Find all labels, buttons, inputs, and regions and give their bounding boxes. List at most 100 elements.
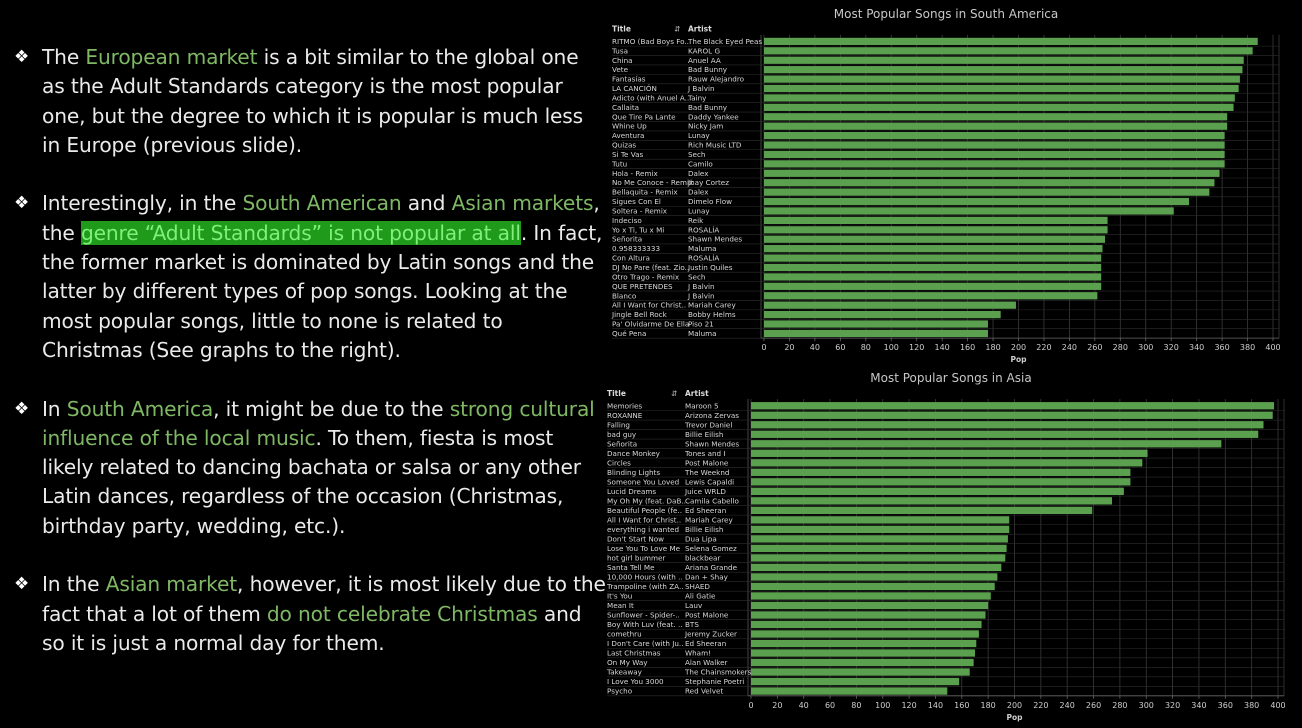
- row-title-label: I Love You 3000: [607, 677, 664, 686]
- row-title-label: ROXANNE: [607, 411, 643, 420]
- bar: [764, 150, 1225, 159]
- row-title-label: It's You: [607, 592, 632, 601]
- x-tick-label: 20: [784, 343, 794, 352]
- row-title-label: LA CANCIÓN: [612, 84, 657, 93]
- row-artist-label: Post Malone: [685, 611, 729, 620]
- highlighted-phrase: European market: [85, 45, 258, 69]
- bar: [764, 179, 1215, 187]
- row-artist-label: Bad Bunny: [688, 65, 728, 74]
- x-tick-label: 280: [1113, 343, 1128, 352]
- row-title-label: QUE PRETENDES: [612, 282, 673, 291]
- text-run: In the: [42, 572, 106, 597]
- x-tick-label: 60: [835, 343, 845, 352]
- bar: [764, 207, 1174, 215]
- row-artist-label: Post Malone: [685, 458, 729, 467]
- bar: [751, 459, 1143, 467]
- bar: [764, 188, 1210, 196]
- row-title-label: comethru: [607, 630, 642, 639]
- row-title-label: Beautiful People (fe..: [607, 506, 682, 515]
- x-tick-label: 260: [1087, 343, 1102, 352]
- row-title-label: Sunflower - Spider-..: [607, 611, 680, 620]
- row-artist-label: Maluma: [688, 329, 717, 338]
- text-run: Interestingly, in the: [42, 191, 243, 216]
- row-title-label: Qué Pena: [612, 329, 646, 338]
- bar: [751, 677, 960, 686]
- x-tick-label: 200: [1007, 701, 1022, 710]
- row-artist-label: Rauw Alejandro: [688, 75, 744, 84]
- bar: [751, 497, 1112, 505]
- row-artist-label: Mariah Carey: [685, 515, 733, 524]
- bullet-text: Interestingly, in the South American and…: [42, 191, 602, 361]
- row-artist-label: Stephanie Poetri: [685, 677, 744, 686]
- row-artist-label: The Weeknd: [684, 468, 729, 477]
- bar: [751, 630, 979, 638]
- bar: [751, 649, 975, 657]
- row-title-label: Indeciso: [612, 216, 642, 225]
- row-title-label: My Oh My (feat. DaB..: [607, 496, 686, 505]
- x-tick-label: 360: [1214, 343, 1229, 352]
- row-artist-label: Dimelo Flow: [688, 197, 732, 206]
- row-title-label: 10,000 Hours (with ..: [607, 572, 683, 581]
- x-tick-label: 40: [810, 343, 820, 352]
- highlighted-box-phrase: genre “Adult Standards” is not popular a…: [80, 220, 521, 245]
- x-tick-label: 0: [761, 343, 766, 352]
- bullet-text: In South America, it might be due to the…: [42, 397, 595, 538]
- row-artist-label: Billie Eilish: [685, 430, 723, 439]
- bar: [764, 329, 988, 338]
- row-title-label: All I Want for Christ..: [607, 515, 681, 524]
- bar: [764, 273, 1102, 281]
- row-title-label: Don't Start Now: [607, 534, 664, 543]
- row-title-label: Santa Tell Me: [607, 563, 655, 572]
- bar: [764, 122, 1228, 130]
- row-title-label: Mean It: [607, 601, 634, 610]
- x-tick-label: 320: [1164, 343, 1179, 352]
- bar: [764, 197, 1190, 206]
- bar: [764, 216, 1108, 224]
- row-artist-label: Mariah Carey: [688, 301, 736, 310]
- bar: [751, 563, 1002, 572]
- row-artist-label: Tones and I: [684, 449, 726, 458]
- bullet-item-3: ❖ In South America, it might be due to t…: [14, 395, 606, 541]
- diamond-bullet-icon: ❖: [14, 193, 30, 214]
- bullet-item-4: ❖ In the Asian market, however, it is mo…: [14, 570, 606, 658]
- row-artist-label: Camila Cabello: [685, 496, 739, 505]
- x-tick-label: 100: [875, 701, 890, 710]
- bar: [751, 639, 977, 648]
- bullet-item-1: ❖ The European market is a bit similar t…: [14, 43, 606, 160]
- x-tick-label: 380: [1244, 701, 1259, 710]
- diamond-bullet-icon: ❖: [14, 574, 30, 595]
- x-tick-label: 240: [1060, 701, 1075, 710]
- bar: [764, 282, 1102, 290]
- row-artist-label: Piso 21: [688, 320, 714, 329]
- row-artist-label: Shawn Mendes: [688, 235, 742, 244]
- row-artist-label: Red Velvet: [685, 687, 723, 696]
- bar: [751, 478, 1131, 486]
- x-tick-label: 120: [901, 701, 916, 710]
- row-artist-label: KAROL G: [688, 46, 720, 55]
- text-run: and so it is just a normal day for them.: [42, 601, 582, 655]
- row-title-label: Vete: [612, 65, 629, 74]
- row-title-label: Tutu: [611, 159, 627, 168]
- text-run: . In fact, the former market is dominate…: [42, 220, 603, 362]
- bar: [751, 449, 1148, 457]
- x-tick-label: 400: [1270, 701, 1285, 710]
- row-title-label: Lose You To Love Me: [607, 544, 681, 553]
- bar: [764, 169, 1220, 177]
- text-run: and: [401, 191, 452, 216]
- column-header-title: Title: [612, 25, 631, 34]
- row-artist-label: Maroon 5: [685, 401, 719, 410]
- row-title-label: Jingle Bell Rock: [611, 310, 668, 319]
- bar: [751, 402, 1275, 410]
- chart-south-america: Most Popular Songs in South America Title…: [611, 7, 1281, 364]
- row-artist-label: Lauv: [685, 601, 703, 610]
- row-artist-label: Tainy: [687, 93, 707, 102]
- bar: [751, 620, 982, 629]
- row-artist-label: blackbear: [685, 553, 720, 562]
- bar: [764, 94, 1235, 102]
- text-run: , it might be due to the: [213, 396, 450, 421]
- highlighted-phrase: South America: [66, 396, 214, 421]
- bar: [764, 75, 1240, 83]
- row-title-label: RITMO (Bad Boys Fo..: [612, 37, 689, 46]
- bullet-text: In the Asian market, however, it is most…: [42, 572, 606, 655]
- row-artist-label: Lunay: [688, 131, 710, 140]
